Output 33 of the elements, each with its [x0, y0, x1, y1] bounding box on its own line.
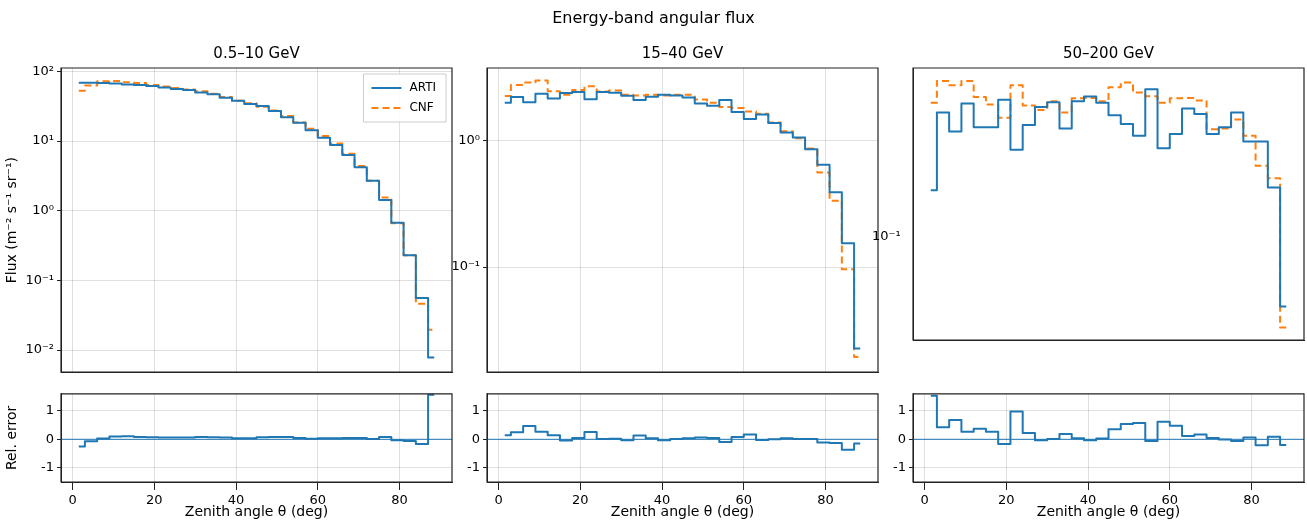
y-tick-label: 1 — [471, 402, 480, 418]
y-axis-title: Flux (m⁻² s⁻¹ sr⁻¹) — [3, 156, 20, 284]
chart-title: 0.5–10 GeV — [213, 43, 301, 62]
y-tick-label: 10¹ — [32, 132, 54, 148]
chart-title: 50–200 GeV — [1062, 43, 1155, 62]
y-tick-label: 10⁰ — [32, 202, 54, 218]
x-tick-label: 0 — [920, 492, 929, 508]
x-tick-label: 20 — [146, 492, 163, 508]
y-tick-label: 10⁰ — [458, 131, 480, 147]
y-tick-label: -1 — [893, 459, 906, 475]
legend-label: ARTI — [409, 80, 436, 95]
y-tick-label: 10⁻¹ — [451, 258, 480, 274]
y-tick-label: 1 — [45, 402, 54, 418]
x-tick-label: 20 — [998, 492, 1015, 508]
y-tick-label: -1 — [41, 459, 54, 475]
legend-label: CNF — [409, 100, 434, 115]
y-tick-label: 0 — [897, 430, 906, 446]
x-tick-label: 0 — [494, 492, 503, 508]
y-tick-label: 1 — [897, 402, 906, 418]
y-tick-label: 0 — [45, 430, 54, 446]
y-axis-title: Rel. error — [3, 405, 20, 471]
y-tick-label: 0 — [471, 430, 480, 446]
x-tick-label: 80 — [1243, 492, 1260, 508]
y-tick-label: 10² — [32, 62, 54, 78]
x-tick-label: 80 — [391, 492, 408, 508]
text: Energy-band angular flux — [551, 8, 756, 27]
y-tick-label: -1 — [467, 459, 480, 475]
x-tick-label: 20 — [572, 492, 589, 508]
y-tick-label: 10⁻¹ — [25, 271, 54, 287]
x-tick-label: 0 — [68, 492, 77, 508]
y-tick-label: 10⁻² — [25, 341, 54, 357]
x-tick-label: 80 — [817, 492, 834, 508]
chart-title: 15–40 GeV — [641, 43, 725, 62]
